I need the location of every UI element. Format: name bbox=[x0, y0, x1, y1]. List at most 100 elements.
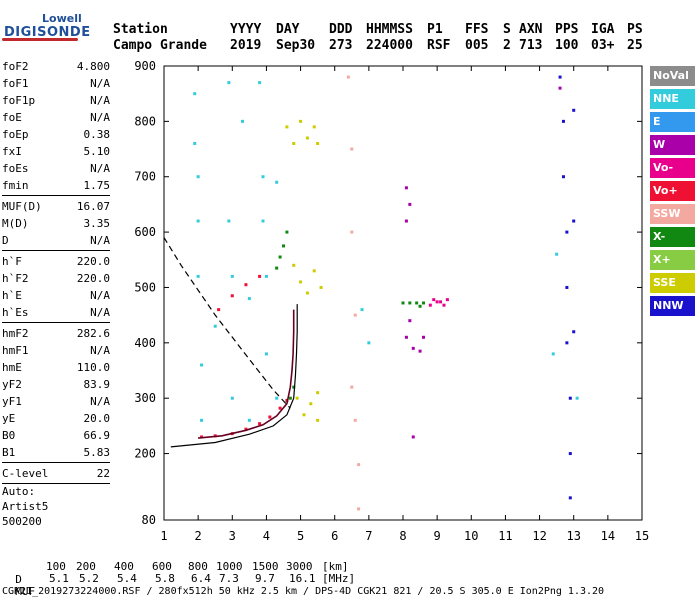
data-point-sse bbox=[316, 142, 320, 146]
legend-item-ssw: SSW bbox=[650, 204, 695, 224]
legend-item-sse: SSE bbox=[650, 273, 695, 293]
param-separator bbox=[2, 322, 110, 323]
param-value: N/A bbox=[90, 77, 110, 90]
x-tick-label: 3 bbox=[229, 529, 236, 543]
param-row: h`F2 220.0 bbox=[2, 270, 110, 287]
param-value: 1.75 bbox=[83, 179, 111, 192]
header-row1-cell: IGA bbox=[591, 22, 615, 37]
legend-item-nne: NNE bbox=[650, 89, 695, 109]
data-point-nnw bbox=[572, 330, 576, 334]
y-tick-label: 80 bbox=[142, 513, 156, 527]
plot-frame bbox=[163, 65, 643, 521]
data-point-w bbox=[411, 435, 415, 439]
legend-item-vo: Vo- bbox=[650, 158, 695, 178]
footer-muf-value: 9.7 bbox=[255, 572, 275, 585]
param-value: N/A bbox=[90, 94, 110, 107]
param-name: C-level bbox=[2, 467, 49, 480]
data-point-nne bbox=[193, 92, 197, 96]
autoscale-info: Auto: Artist5 500200 bbox=[2, 484, 48, 529]
header-row1-cell: DAY bbox=[276, 22, 300, 37]
header-row2-cell: 224000 bbox=[366, 38, 413, 53]
data-point-x bbox=[421, 301, 425, 305]
data-point-ssw bbox=[353, 313, 357, 317]
y-tick-label: 600 bbox=[134, 225, 156, 239]
x-tick-label: 11 bbox=[498, 529, 512, 543]
data-point-x bbox=[288, 396, 292, 400]
header-row2-cell: Campo Grande bbox=[113, 38, 207, 53]
data-point-nne bbox=[275, 396, 279, 400]
header-row2-cell: 2 bbox=[503, 38, 511, 53]
footer-muf-label: MUF bbox=[15, 585, 36, 598]
footer-d-value: 1000 bbox=[216, 560, 243, 573]
data-point-nne bbox=[258, 81, 262, 85]
param-name: h`E bbox=[2, 289, 22, 302]
legend-item-nnw: NNW bbox=[650, 296, 695, 316]
param-name: h`F bbox=[2, 255, 22, 268]
data-point-nne bbox=[227, 219, 231, 223]
param-row: fxI 5.10 bbox=[2, 143, 110, 160]
data-point-nne bbox=[227, 81, 231, 85]
footer-muf-value: 5.1 bbox=[49, 572, 69, 585]
param-row: foEs N/A bbox=[2, 160, 110, 177]
param-name: yF2 bbox=[2, 378, 22, 391]
param-value: N/A bbox=[90, 306, 110, 319]
x-tick-label: 14 bbox=[601, 529, 615, 543]
param-name: yF1 bbox=[2, 395, 22, 408]
data-point-w bbox=[408, 319, 412, 323]
x-tick-label: 5 bbox=[297, 529, 304, 543]
param-row: M(D) 3.35 bbox=[2, 215, 110, 232]
data-point-nne bbox=[367, 341, 371, 345]
param-separator bbox=[2, 195, 110, 196]
auto-label: Auto: bbox=[2, 485, 36, 498]
param-value: 22 bbox=[96, 467, 110, 480]
data-point-x bbox=[278, 255, 282, 259]
param-name: foF1 bbox=[2, 77, 29, 90]
data-point-nnw bbox=[568, 452, 572, 456]
data-point-sse bbox=[299, 280, 303, 284]
logo-text-digisonde: DIGISONDE bbox=[4, 25, 91, 40]
auto-software: Artist5 bbox=[2, 500, 49, 513]
legend: NoVal NNE E W Vo- Vo+ SSW X- X+ SSE NNW bbox=[650, 66, 695, 319]
y-tick-label: 200 bbox=[134, 447, 156, 461]
footer-d-value: 400 bbox=[114, 560, 134, 573]
param-row: hmF2 282.6 bbox=[2, 325, 110, 342]
header-row1-cell: S bbox=[503, 22, 511, 37]
param-name: hmF2 bbox=[2, 327, 29, 340]
data-point-nne bbox=[261, 175, 265, 179]
param-value: 20.0 bbox=[83, 412, 111, 425]
data-point-ssw bbox=[350, 230, 354, 234]
data-point-vo bbox=[439, 300, 443, 304]
footer-muf-value: 5.8 bbox=[155, 572, 175, 585]
legend-item-w: W bbox=[650, 135, 695, 155]
data-point-vo bbox=[432, 298, 436, 302]
data-point-x bbox=[285, 230, 289, 234]
param-row: hmE 110.0 bbox=[2, 359, 110, 376]
param-row: foF1p N/A bbox=[2, 92, 110, 109]
data-point-nnw bbox=[561, 119, 565, 123]
data-point-x bbox=[408, 301, 412, 305]
param-value: N/A bbox=[90, 395, 110, 408]
param-value: 66.9 bbox=[83, 429, 111, 442]
data-point-ssw bbox=[350, 385, 354, 389]
data-point-sse bbox=[292, 263, 296, 267]
param-value: 5.83 bbox=[83, 446, 111, 459]
header-row1-cell: HHMMSS bbox=[366, 22, 413, 37]
data-point-vo bbox=[217, 308, 221, 312]
data-point-sse bbox=[299, 119, 303, 123]
header-row1-cell: PPS bbox=[555, 22, 579, 37]
header-row2-cell: RSF bbox=[427, 38, 451, 53]
data-point-w bbox=[408, 202, 412, 206]
param-row: MUF(D) 16.07 bbox=[2, 198, 110, 215]
param-row: h`F 220.0 bbox=[2, 253, 110, 270]
data-point-w bbox=[418, 349, 422, 353]
header-row1-cell: YYYY bbox=[230, 22, 262, 37]
param-name: h`F2 bbox=[2, 272, 29, 285]
footer-d-label: D bbox=[15, 573, 22, 586]
data-point-nnw bbox=[565, 285, 569, 289]
data-point-nnw bbox=[565, 230, 569, 234]
header-row2-cell: 005 bbox=[465, 38, 489, 53]
param-separator bbox=[2, 483, 110, 484]
data-point-vo bbox=[445, 298, 449, 302]
param-name: foEs bbox=[2, 162, 29, 175]
data-point-nnw bbox=[572, 219, 576, 223]
